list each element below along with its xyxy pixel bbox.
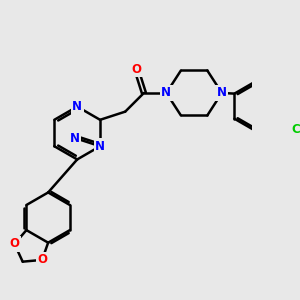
Text: N: N [70, 132, 80, 145]
Text: N: N [72, 100, 82, 113]
Text: O: O [131, 63, 141, 76]
Text: O: O [37, 254, 47, 266]
Text: N: N [95, 140, 105, 153]
Text: O: O [10, 238, 20, 250]
Text: Cl: Cl [291, 123, 300, 136]
Text: N: N [217, 86, 227, 100]
Text: N: N [161, 86, 171, 100]
